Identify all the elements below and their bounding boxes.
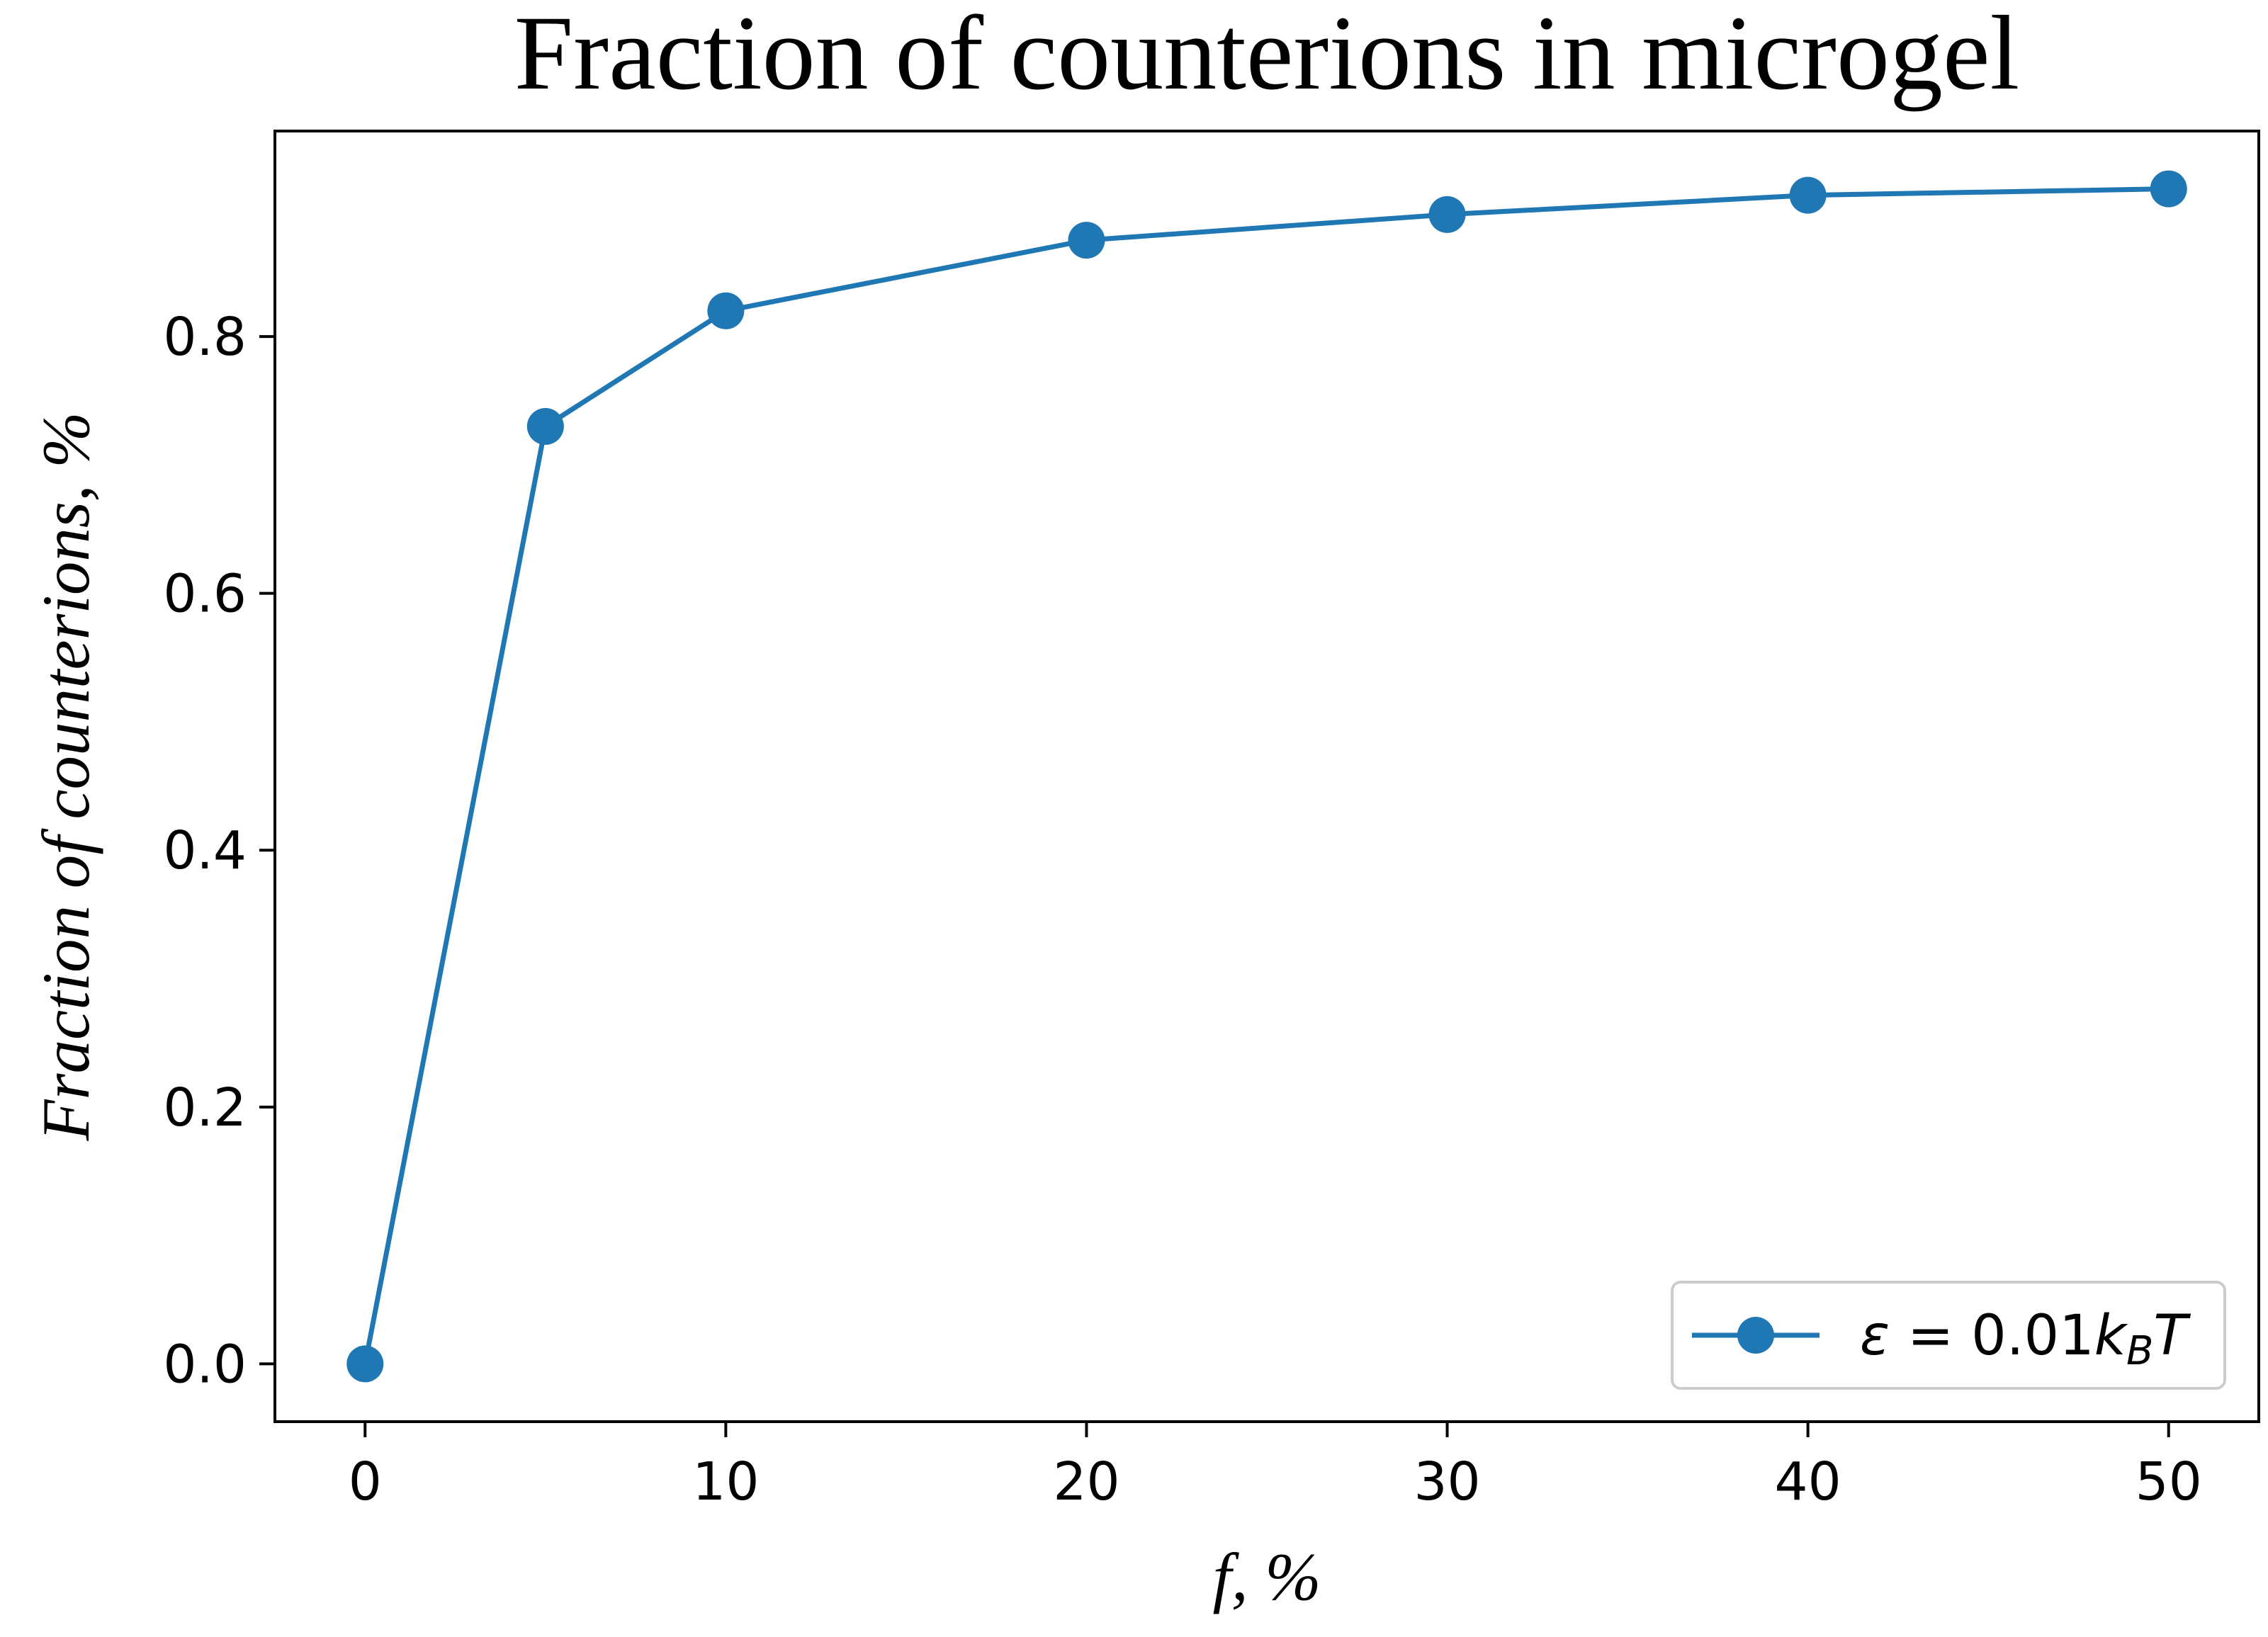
x-tick-label-0: 0 — [349, 1451, 382, 1512]
data-point-0-1 — [526, 407, 564, 445]
data-point-0-2 — [707, 292, 745, 329]
data-point-0-3 — [1068, 222, 1105, 259]
x-axis-label: f, % — [1212, 1539, 1321, 1614]
y-axis-label: Fraction of counterions, % — [28, 412, 103, 1141]
data-point-0-4 — [1428, 196, 1466, 233]
data-point-0-0 — [346, 1345, 384, 1383]
y-tick-label-0: 0.0 — [163, 1334, 247, 1395]
x-axis: 0 10 20 30 40 50 — [349, 1422, 2202, 1512]
series-layer — [346, 170, 2187, 1383]
series-line-0 — [362, 186, 2169, 1365]
y-tick-label-3: 0.6 — [163, 564, 247, 625]
x-tick-label-4: 40 — [1775, 1451, 1841, 1512]
legend-series-label: ε = 0.01kBT — [1860, 1304, 2191, 1374]
x-tick-label-5: 50 — [2136, 1451, 2202, 1512]
x-tick-label-3: 30 — [1414, 1451, 1480, 1512]
legend: ε = 0.01kBT — [1671, 1281, 2226, 1390]
y-tick-label-4: 0.8 — [163, 307, 247, 368]
y-tick-label-2: 0.4 — [163, 820, 247, 881]
chart-title: Fraction of counterions in microgel — [514, 0, 2019, 112]
legend-box — [1671, 1281, 2226, 1390]
data-point-0-6 — [2150, 170, 2187, 208]
data-point-0-5 — [1789, 176, 1827, 214]
y-tick-label-1: 0.2 — [163, 1077, 247, 1138]
x-tick-label-1: 10 — [692, 1451, 759, 1512]
x-tick-label-2: 20 — [1053, 1451, 1119, 1512]
plot-area — [273, 130, 2260, 1423]
y-axis: 0.0 0.2 0.4 0.6 0.8 — [163, 307, 275, 1395]
legend-marker — [1737, 1317, 1774, 1354]
